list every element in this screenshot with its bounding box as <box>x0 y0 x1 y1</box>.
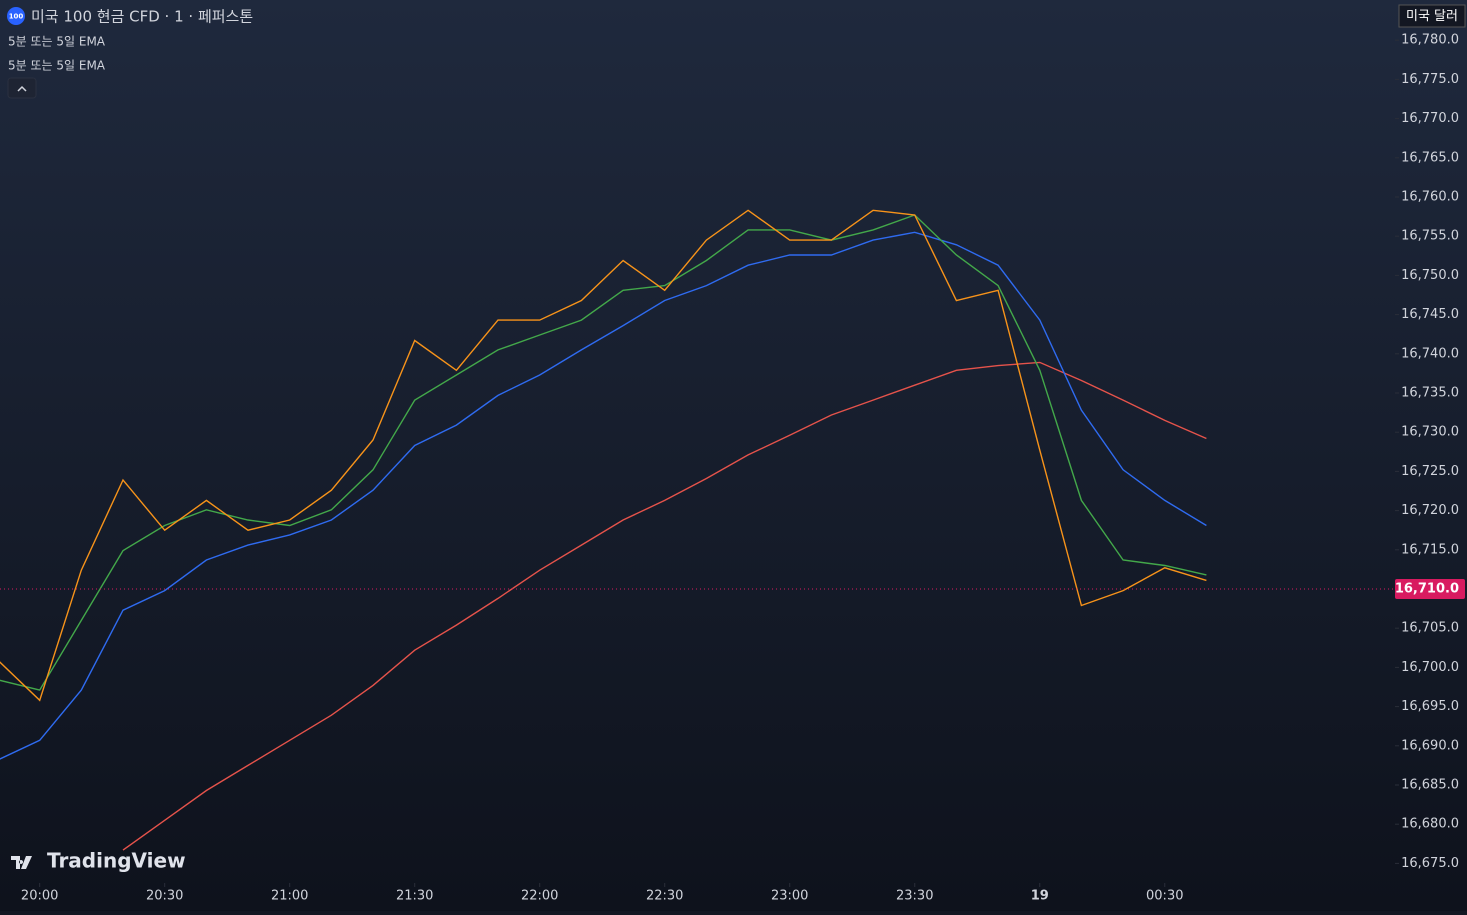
y-tick-label: 16,720.0 <box>1401 503 1459 518</box>
symbol-badge-text: 100 <box>9 13 24 21</box>
indicator-label: 5분 또는 5일 EMA <box>8 59 106 73</box>
y-tick-label: 16,760.0 <box>1401 190 1459 205</box>
x-tick-label: 21:30 <box>396 889 433 904</box>
y-tick-label: 16,700.0 <box>1401 660 1459 675</box>
brand-logo <box>11 856 32 869</box>
y-tick-label: 16,775.0 <box>1401 72 1459 87</box>
symbol-badge <box>7 7 25 25</box>
y-tick-label: 16,725.0 <box>1401 464 1459 479</box>
y-tick-label: 16,735.0 <box>1401 386 1459 401</box>
x-tick-label: 23:30 <box>896 889 933 904</box>
plot-area <box>0 209 1207 851</box>
currency-label: 미국 달러 <box>1406 9 1458 24</box>
y-tick-label: 16,685.0 <box>1401 778 1459 793</box>
y-tick-label: 16,765.0 <box>1401 150 1459 165</box>
last-price-label: 16,710.0 <box>1395 582 1459 597</box>
x-tick-label: 22:30 <box>646 889 683 904</box>
y-tick-label: 16,755.0 <box>1401 229 1459 244</box>
ema-line <box>0 214 1207 691</box>
x-tick-label: 20:00 <box>21 889 58 904</box>
y-tick-label: 16,745.0 <box>1401 307 1459 322</box>
chart-title: 미국 100 현금 CFD · 1 · 페퍼스톤 <box>31 8 253 26</box>
ema-line <box>0 209 1207 702</box>
x-tick-label: 23:00 <box>771 889 808 904</box>
y-tick-label: 16,780.0 <box>1401 33 1459 48</box>
x-tick-label: 21:00 <box>271 889 308 904</box>
ema-line <box>0 231 1207 760</box>
y-tick-label: 16,690.0 <box>1401 738 1459 753</box>
y-tick-label: 16,730.0 <box>1401 425 1459 440</box>
x-tick-label: 00:30 <box>1146 889 1183 904</box>
y-tick-label: 16,680.0 <box>1401 817 1459 832</box>
x-tick-label: 19 <box>1031 889 1049 904</box>
collapse-icon <box>17 85 27 92</box>
ema-line <box>122 361 1207 851</box>
y-tick-label: 16,705.0 <box>1401 621 1459 636</box>
y-tick-label: 16,750.0 <box>1401 268 1459 283</box>
indicator-label: 5분 또는 5일 EMA <box>8 35 106 49</box>
brand: TradingView <box>47 849 186 873</box>
y-tick-label: 16,715.0 <box>1401 542 1459 557</box>
x-tick-label: 22:00 <box>521 889 558 904</box>
y-tick-label: 16,695.0 <box>1401 699 1459 714</box>
y-tick-label: 16,740.0 <box>1401 346 1459 361</box>
currency-box[interactable] <box>1398 4 1466 28</box>
y-tick-label: 16,675.0 <box>1401 856 1459 871</box>
y-tick-label: 16,770.0 <box>1401 111 1459 126</box>
x-tick-label: 20:30 <box>146 889 183 904</box>
last-price-box <box>1395 579 1465 599</box>
